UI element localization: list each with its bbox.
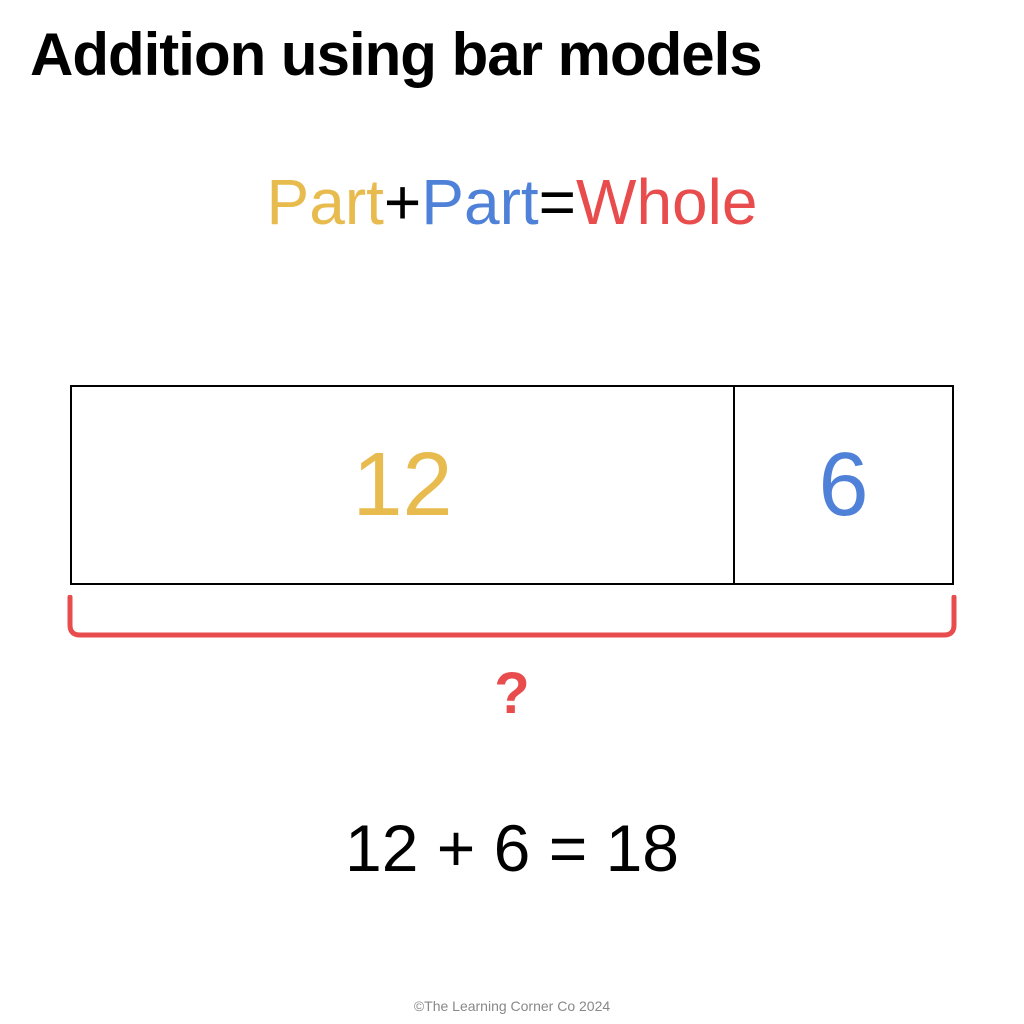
bar-part-1-value: 12 xyxy=(352,434,452,537)
formula-part1: Part xyxy=(267,165,384,239)
bar-model: 12 6 xyxy=(70,385,954,585)
formula-plus: + xyxy=(384,165,421,239)
formula-equals: = xyxy=(539,165,576,239)
formula-row: Part + Part = Whole xyxy=(0,165,1024,239)
equation: 12 + 6 = 18 xyxy=(0,810,1024,886)
copyright-footer: ©The Learning Corner Co 2024 xyxy=(0,998,1024,1014)
whole-bracket-icon xyxy=(66,595,958,639)
bar-part-2-value: 6 xyxy=(818,434,868,537)
formula-whole: Whole xyxy=(576,165,757,239)
bar-part-2: 6 xyxy=(733,385,954,585)
formula-part2: Part xyxy=(421,165,538,239)
bar-part-1: 12 xyxy=(70,385,733,585)
bracket-label: ? xyxy=(0,660,1024,727)
page-title: Addition using bar models xyxy=(30,20,762,89)
